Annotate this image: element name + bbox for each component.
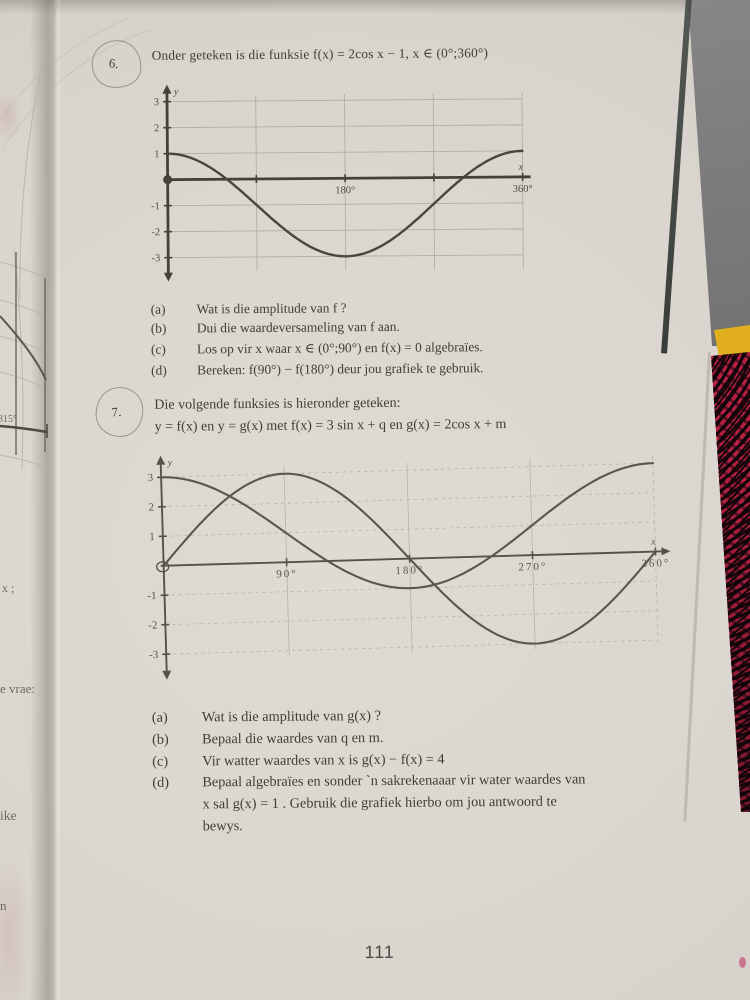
item-text: Dui die waardeversameling van f aan. [196,318,400,336]
y-tick-label: 3 [154,97,159,108]
y-axis-arrow-down [162,670,172,680]
item-text: Los op vir x waar x ∈ (0°;90°) en f(x) =… [196,338,483,357]
x-tick-label: 90° [276,568,298,581]
y-tick-label: -1 [151,201,160,212]
x-axis-arrow [661,547,671,556]
item-label: (d) [151,363,167,379]
y-tick-label: 2 [154,123,159,134]
question-6-items: (a) Wat is die amplitude van f ? (b) Dui… [151,297,592,381]
prompt-line-2: y = f(x) en y = g(x) met f(x) = 3 sin x … [154,416,507,435]
margin-fragment-3: ike [0,808,17,823]
y-tick-label: -3 [149,649,159,661]
margin-fragment-4: n [0,898,7,913]
margin-fragment-2: e vrae: [0,681,36,696]
item-text: Bereken: f(90°) − f(180°) deur jou grafi… [197,360,484,378]
y-tick-label: -2 [151,227,160,238]
series-0-curve [166,149,524,258]
origin-open-circle [156,561,170,573]
y-tick-label: -3 [151,253,160,264]
margin-fragment-1: x ; [2,581,15,595]
y-axis-arrow-up [162,84,172,94]
y-tick-label: 1 [149,531,155,543]
y-axis [159,458,168,677]
series-0-curve [162,472,657,645]
x-axis-label: x [518,162,524,173]
page-number: 111 [364,941,395,963]
photo-top-shadow [0,0,750,14]
y-axis-label: y [173,87,179,98]
item-label: (c) [150,341,166,357]
item-d-line-3: bewys. [202,818,243,835]
series-1-curve [160,462,654,590]
question-7-items: (a) Wat is die amplitude van g(x) ? (b) … [152,704,663,839]
previous-page-curl-lines [0,1,151,471]
question-7-number: 7. [110,403,122,420]
item-label: (a) [150,301,166,317]
question-6-prompt: Onder geteken is die funksie f(x) = 2cos… [151,45,489,63]
y-axis-arrow-down [163,272,173,282]
question-7-graph: 321-1-2-390° 180° 270° 360°xy [147,455,671,680]
question-7-item-d: (d) Bepaal algebraïes en sonder `n sakre… [152,769,662,838]
pink-mark [739,957,746,968]
y-tick-label: -1 [147,590,157,602]
y-tick-label: 3 [147,472,153,484]
x-axis [164,175,531,182]
y-tick-label: 2 [148,502,154,514]
y-axis-label: y [167,457,173,468]
item-label: (c) [152,753,169,770]
origin-point [163,175,173,185]
item-label: (b) [151,731,169,748]
item-label: (b) [150,320,167,336]
question-6-item-d: (d) Bereken: f(90°) − f(180°) deur jou g… [151,359,591,381]
x-axis [160,550,664,567]
item-label: (a) [151,709,168,726]
margin-fragment-angle: 315° [0,414,17,425]
y-axis-arrow-up [156,455,166,465]
question-6-number: 6. [107,55,120,72]
page-fold-shadow [30,0,62,1000]
question-6-item-c: (c) Los op vir x waar x ∈ (0°;90°) en f(… [151,337,591,359]
x-axis-label: x [650,537,656,548]
x-tick-label: 180° [335,185,355,196]
y-tick-label: 1 [154,149,159,160]
item-text: Bepaal algebraïes en sonder `n sakrekena… [202,769,662,838]
x-tick-label: 360° [513,184,533,195]
question-6-graph: 3 2 1 -1 -2 -3 180° 360° x y [151,84,533,282]
item-label: (d) [152,775,170,792]
question-6-item-b: (b) Dui die waardeversameling van f aan. [151,316,591,338]
x-tick-label: 270° [518,561,547,574]
question-7-prompt: Die volgende funksies is hieronder getek… [154,391,634,438]
question-7-number-circle: 7. [93,385,146,439]
question-6-number-circle: 6. [88,36,145,92]
pink-smudge [0,90,22,142]
y-tick-label: -2 [148,619,158,631]
